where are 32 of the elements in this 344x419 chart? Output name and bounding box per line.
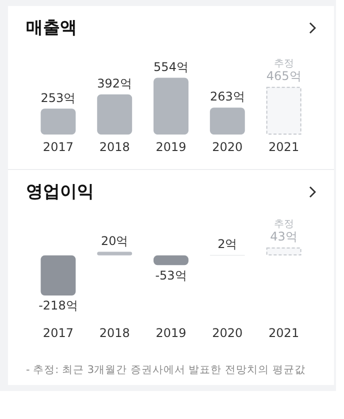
x-tick-label: 2019 <box>156 140 186 154</box>
chart-title: 매출액 <box>26 17 77 39</box>
data-label: 263억 <box>210 90 245 104</box>
bar <box>40 108 76 135</box>
x-tick-label: 2020 <box>212 140 243 154</box>
data-label: 554억 <box>154 60 188 74</box>
data-label: -218억 <box>38 298 78 313</box>
annotation: 추정 <box>274 58 294 70</box>
data-label: 253억 <box>40 90 76 105</box>
text: - 추정: 최근 3개월간 증권사에서 발표한 전망치의 평균값 <box>26 363 306 377</box>
data-label: -53억 <box>155 268 187 282</box>
bar <box>40 255 76 296</box>
chart-title: 영업이익 <box>26 181 94 203</box>
bar <box>97 252 132 256</box>
data-label: 2억 <box>218 237 238 252</box>
annotation: 추정 <box>274 219 294 230</box>
bar <box>154 78 188 135</box>
x-tick-label: 2020 <box>212 326 243 340</box>
data-label: 392억 <box>97 76 132 90</box>
data-label: 20억 <box>100 234 128 248</box>
bar <box>97 94 132 135</box>
x-tick-label: 2017 <box>42 326 74 340</box>
x-tick-label: 2018 <box>99 140 130 154</box>
x-tick-label: 2021 <box>268 326 300 340</box>
data-label: 465억 <box>266 68 302 83</box>
data-label: 43억 <box>270 230 298 244</box>
x-tick-label: 2019 <box>156 326 186 340</box>
x-tick-label: 2021 <box>268 140 300 154</box>
bar <box>210 108 245 135</box>
bar <box>154 255 188 266</box>
x-tick-label: 2017 <box>42 140 74 154</box>
x-tick-label: 2018 <box>99 326 130 340</box>
